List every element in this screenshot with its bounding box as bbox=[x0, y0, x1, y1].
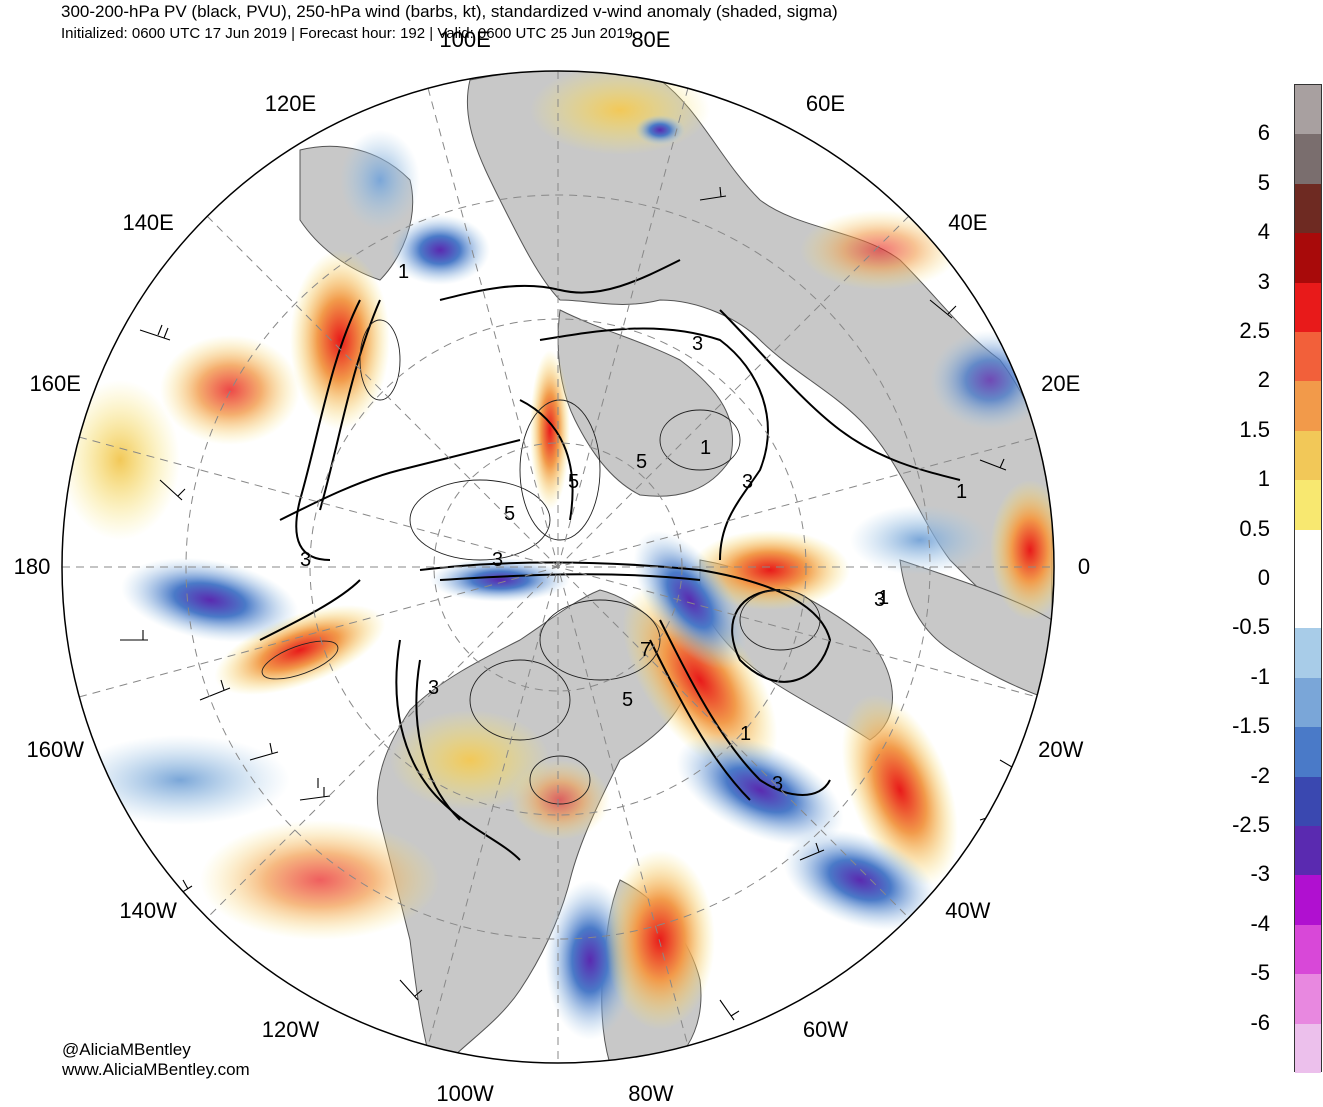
pv-contour-label: 3 bbox=[492, 549, 503, 571]
pv-contour-label: 5 bbox=[568, 471, 579, 493]
colorbar-label: -1.5 bbox=[1232, 713, 1270, 739]
colorbar-label: -3 bbox=[1250, 861, 1270, 887]
colorbar-label: -5 bbox=[1250, 960, 1270, 986]
pv-contour-label: 1 bbox=[740, 723, 751, 745]
pv-contour-label: 3 bbox=[300, 549, 311, 571]
colorbar-segment bbox=[1295, 183, 1321, 234]
colorbar-segment bbox=[1295, 974, 1321, 1025]
colorbar-label: -2.5 bbox=[1232, 812, 1270, 837]
colorbar bbox=[1294, 84, 1322, 1074]
colorbar-segment bbox=[1295, 677, 1321, 728]
colorbar-segment bbox=[1295, 628, 1321, 679]
pv-contour-label: 3 bbox=[772, 773, 783, 795]
colorbar-label: 2 bbox=[1257, 367, 1270, 393]
longitude-label: 20W bbox=[1038, 736, 1084, 762]
longitude-label: 120W bbox=[261, 1017, 320, 1043]
pv-contours-thin bbox=[261, 319, 821, 805]
longitude-label: 180 bbox=[13, 554, 51, 579]
longitude-label: 160W bbox=[26, 736, 84, 762]
colorbar-segment bbox=[1295, 924, 1321, 975]
anomaly-shading bbox=[62, 71, 1054, 1040]
longitude-label: 140W bbox=[119, 897, 177, 923]
longitude-label: 120E bbox=[264, 90, 317, 116]
colorbar-segment bbox=[1295, 1023, 1321, 1074]
map-border bbox=[61, 70, 1055, 1064]
colorbar-segment bbox=[1295, 480, 1321, 531]
longitude-label: 20E bbox=[1041, 371, 1081, 397]
pv-contour-label: 5 bbox=[636, 451, 647, 473]
colorbar-label: -0.5 bbox=[1232, 614, 1270, 640]
pv-contour-label: 1 bbox=[878, 587, 889, 609]
longitude-label: 100W bbox=[436, 1080, 494, 1106]
graticule bbox=[62, 71, 1054, 1063]
map-subtitle: Initialized: 0600 UTC 17 Jun 2019 | Fore… bbox=[61, 25, 634, 42]
pv-contour-label: 3 bbox=[692, 333, 703, 355]
colorbar-segment bbox=[1295, 875, 1321, 926]
colorbar-label: 2.5 bbox=[1239, 318, 1270, 343]
colorbar-label: 5 bbox=[1257, 169, 1270, 195]
longitude-label: 0 bbox=[1077, 554, 1091, 579]
credit-handle: @AliciaMBentley bbox=[62, 1040, 191, 1059]
pv-contours bbox=[259, 259, 961, 861]
pv-contour-label: 3 bbox=[428, 677, 439, 699]
colorbar-label: 0.5 bbox=[1239, 515, 1270, 541]
colorbar-label: -2 bbox=[1250, 762, 1270, 788]
credit-website: www.AliciaMBentley.com bbox=[62, 1060, 250, 1079]
colorbar-label: 0 bbox=[1257, 565, 1270, 590]
colorbar-segment bbox=[1295, 233, 1321, 284]
colorbar-label: 3 bbox=[1257, 268, 1270, 294]
pv-contour-label: 7 bbox=[640, 639, 651, 661]
map-title: 300-200-hPa PV (black, PVU), 250-hPa win… bbox=[61, 2, 838, 21]
colorbar-segment bbox=[1295, 579, 1321, 629]
colorbar-segment bbox=[1295, 529, 1321, 580]
pv-contour-label: 5 bbox=[622, 689, 633, 711]
longitude-label: 80E bbox=[631, 27, 671, 53]
colorbar-label: -4 bbox=[1250, 910, 1270, 936]
colorbar-segment bbox=[1295, 134, 1321, 185]
longitude-label: 160E bbox=[29, 371, 81, 397]
colorbar-segment bbox=[1295, 381, 1321, 432]
longitude-label: 100E bbox=[439, 27, 491, 53]
colorbar-label: -1 bbox=[1250, 663, 1270, 689]
map-disk bbox=[62, 71, 1054, 1063]
colorbar-segment bbox=[1295, 776, 1321, 827]
pv-contour-label: 5 bbox=[504, 503, 515, 525]
longitude-label: 40W bbox=[945, 897, 991, 923]
colorbar-label: -6 bbox=[1250, 1009, 1270, 1035]
colorbar-label: 1 bbox=[1257, 466, 1270, 492]
colorbar-segment bbox=[1295, 332, 1321, 382]
pv-contour-label: 1 bbox=[956, 481, 967, 503]
colorbar-label: 1.5 bbox=[1239, 416, 1270, 442]
pv-contour-label: 1 bbox=[700, 437, 711, 459]
colorbar-segment bbox=[1295, 282, 1321, 333]
longitude-label: 140E bbox=[122, 210, 174, 236]
longitude-label: 80W bbox=[628, 1080, 674, 1106]
pv-contour-label: 3 bbox=[874, 589, 885, 611]
colorbar-segment bbox=[1295, 85, 1321, 135]
colorbar-segment bbox=[1295, 826, 1321, 876]
pv-contour-label: 3 bbox=[742, 471, 753, 493]
longitude-label: 60W bbox=[802, 1017, 849, 1043]
longitude-label: 40E bbox=[948, 210, 988, 236]
colorbar-segment bbox=[1295, 430, 1321, 481]
longitude-label: 60E bbox=[805, 90, 846, 116]
pv-contour-label: 1 bbox=[398, 261, 409, 283]
colorbar-label: 6 bbox=[1257, 120, 1270, 146]
colorbar-segment bbox=[1295, 727, 1321, 778]
colorbar-label: 4 bbox=[1257, 219, 1270, 245]
